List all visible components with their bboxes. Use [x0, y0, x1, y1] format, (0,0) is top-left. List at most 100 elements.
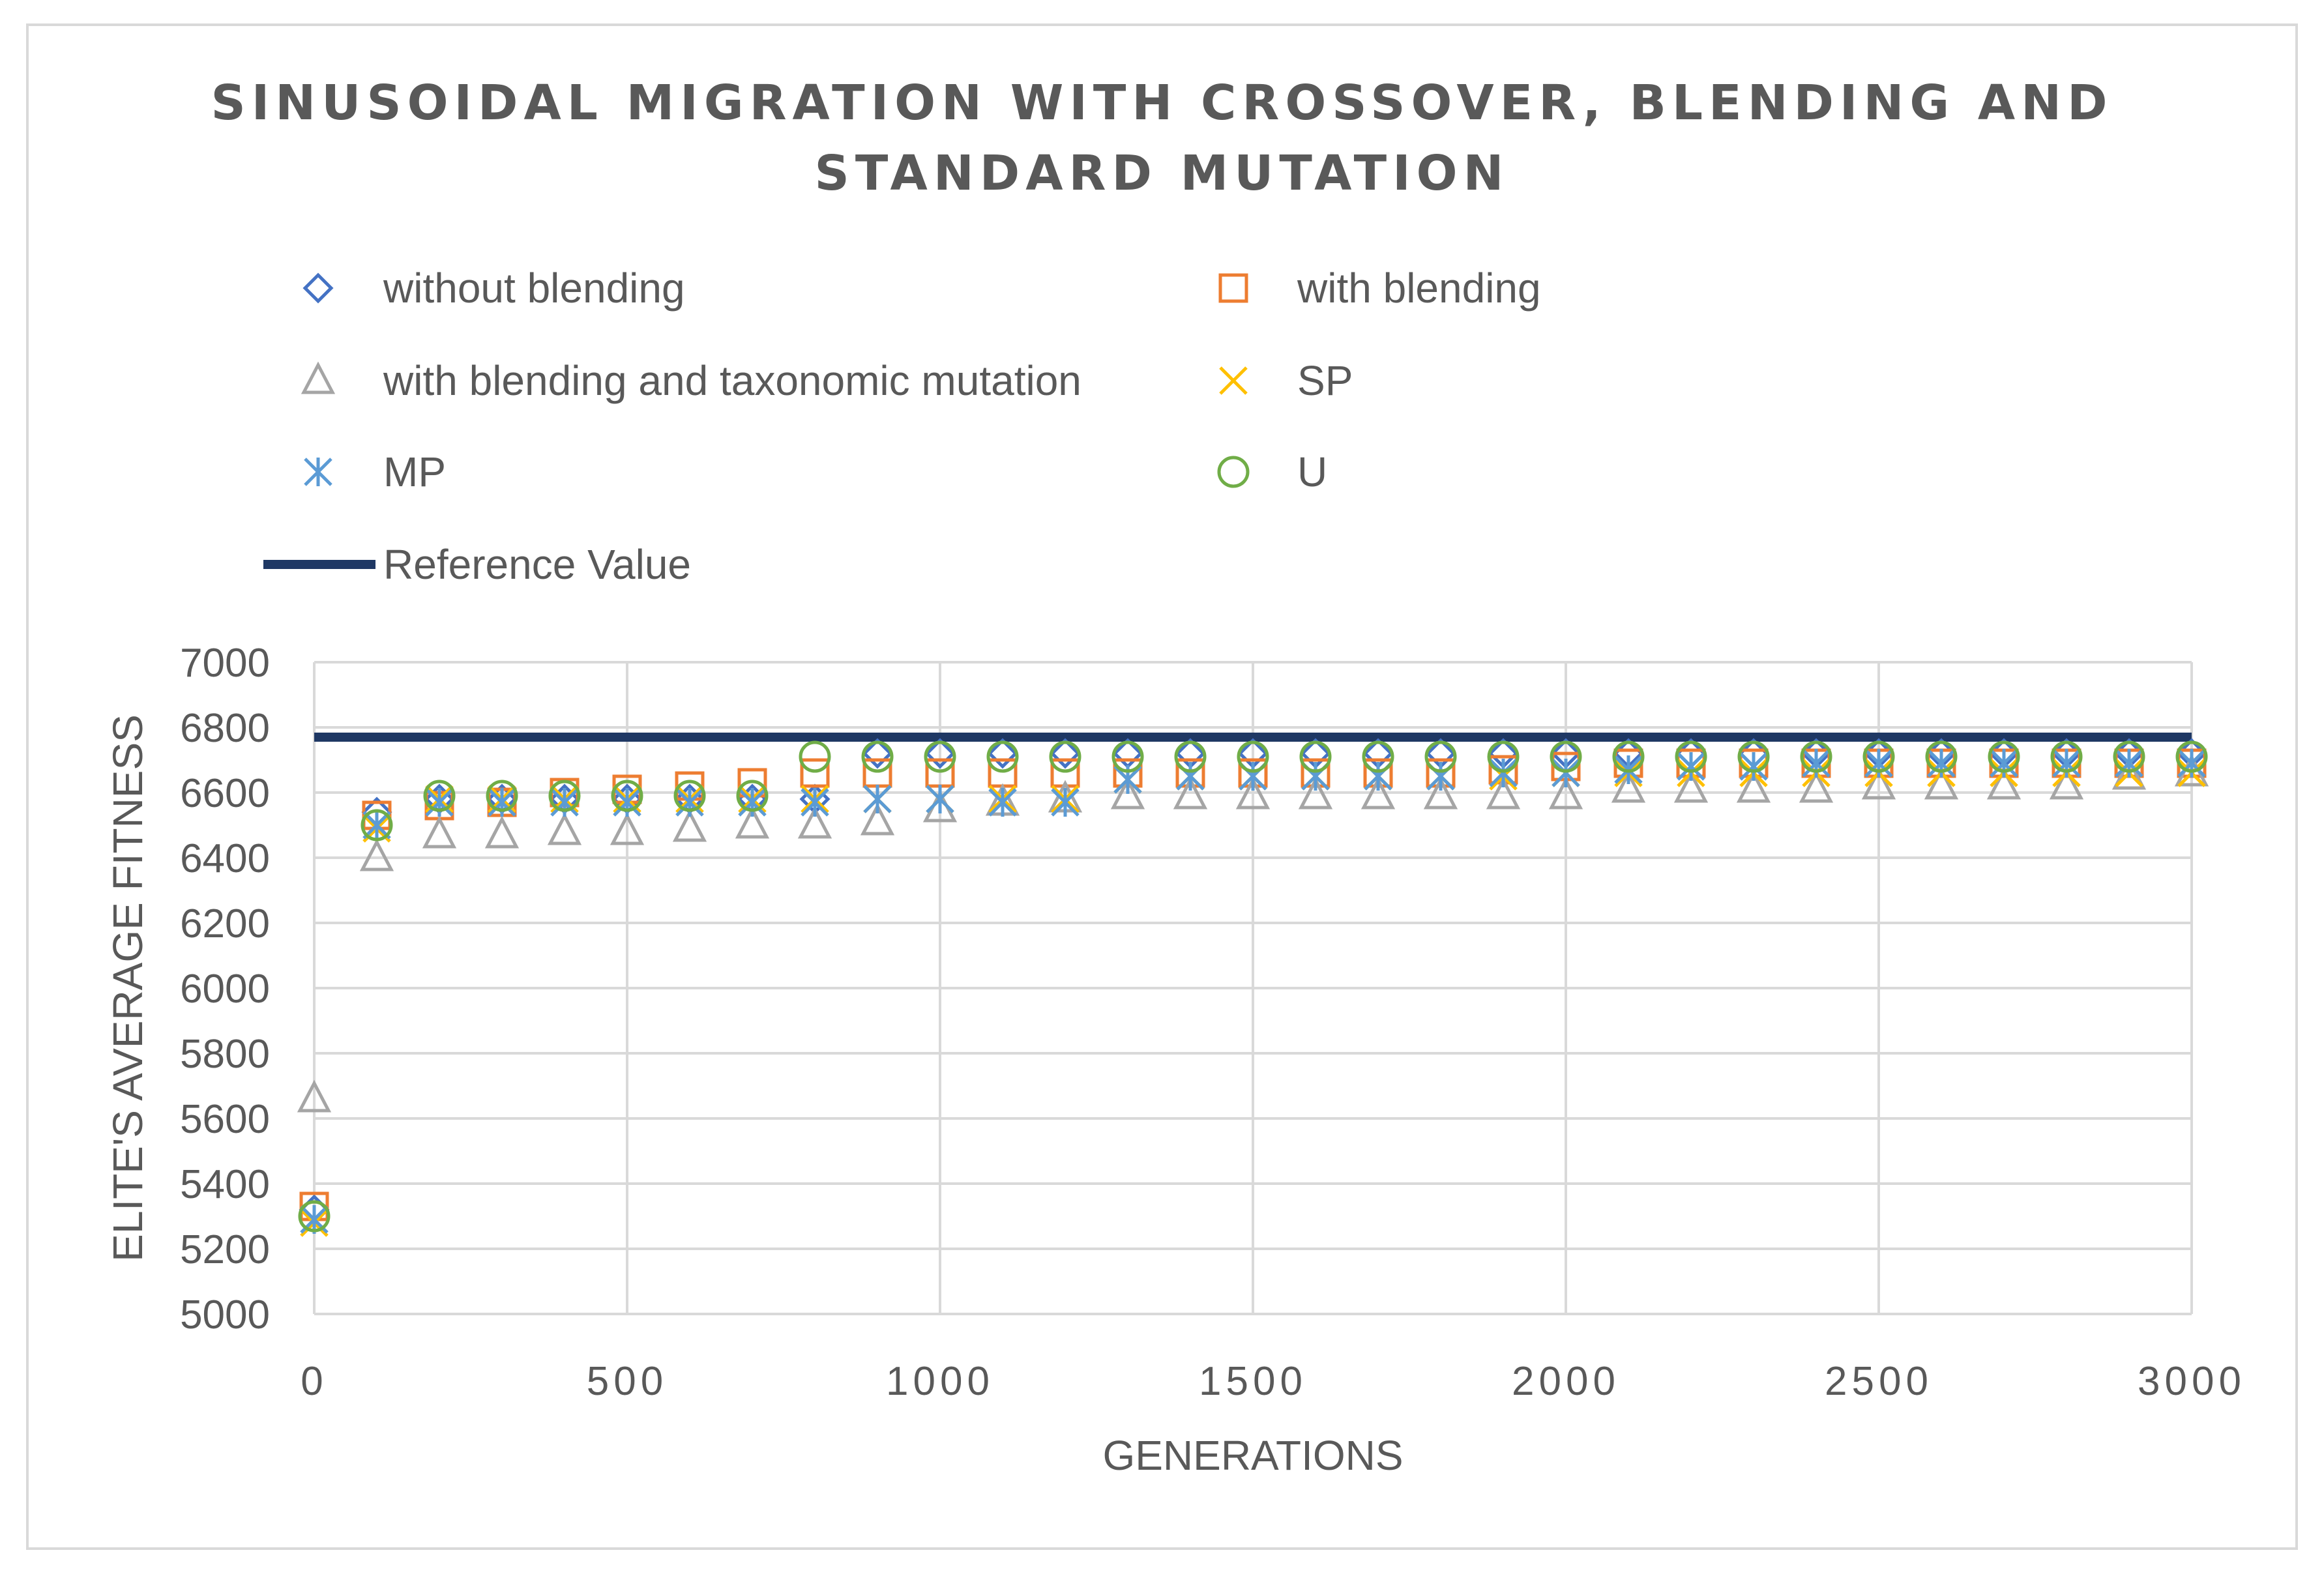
- data-point: [550, 788, 579, 817]
- data-point: [1051, 788, 1080, 817]
- data-point: [1423, 776, 1458, 810]
- data-point: [360, 809, 393, 841]
- data-point: [1298, 776, 1333, 810]
- x-tick-label: 0: [301, 1359, 327, 1404]
- data-point: [1611, 770, 1646, 803]
- data-point: [2052, 749, 2081, 778]
- data-point: [2177, 749, 2206, 778]
- data-point: [611, 780, 643, 812]
- legend-marker: [301, 361, 336, 394]
- data-point: [1050, 738, 1081, 769]
- x-tick-label: 2000: [1512, 1359, 1620, 1404]
- chart-title: SINUSOIDAL MIGRATION WITH CROSSOVER, BLE…: [26, 68, 2298, 209]
- data-point: [2111, 757, 2147, 790]
- data-point: [359, 838, 394, 871]
- data-point: [1799, 770, 1834, 803]
- data-point: [986, 740, 1019, 773]
- points-layer: [297, 738, 2209, 1237]
- legend-label: with blending and taxonomic mutation: [383, 357, 1081, 404]
- data-point: [672, 809, 707, 842]
- y-tick-label: 6800: [180, 706, 270, 751]
- legend-label: with blending: [1297, 265, 1541, 312]
- data-point: [547, 812, 582, 845]
- data-point: [1986, 766, 2022, 800]
- data-point: [613, 788, 641, 817]
- data-point: [1927, 749, 1956, 778]
- y-axis-title: ELITE'S AVERAGE FITNESS: [104, 714, 151, 1262]
- legend-marker: [304, 458, 332, 486]
- legend-label: SP: [1297, 357, 1353, 404]
- data-point: [801, 788, 829, 817]
- data-point: [362, 811, 391, 839]
- data-point: [673, 780, 706, 812]
- data-point: [1800, 740, 1832, 773]
- data-point: [735, 806, 770, 839]
- data-point: [1864, 749, 1893, 778]
- data-point: [298, 1200, 331, 1233]
- y-tick-label: 6000: [180, 967, 270, 1012]
- chart-frame: [26, 23, 2298, 1550]
- legend-label: Reference Value: [383, 541, 691, 588]
- data-point: [1675, 740, 1707, 773]
- y-tick-label: 5000: [180, 1292, 270, 1337]
- legend-item: with blending and taxonomic mutation: [301, 357, 1081, 404]
- data-point: [1299, 740, 1332, 773]
- x-tick-label: 1500: [1199, 1359, 1307, 1404]
- data-point: [988, 788, 1017, 817]
- data-point: [1673, 770, 1709, 803]
- x-tick-label: 1000: [886, 1359, 994, 1404]
- x-tick-label: 2500: [1825, 1359, 1933, 1404]
- y-tick-label: 6600: [180, 771, 270, 816]
- data-point: [1548, 776, 1583, 810]
- data-point: [1362, 740, 1394, 773]
- data-point: [423, 780, 456, 812]
- data-point: [1677, 752, 1705, 781]
- series-triangle: [297, 753, 2209, 1113]
- legend-label: U: [1297, 448, 1327, 495]
- data-point: [862, 758, 892, 788]
- data-point: [1612, 740, 1645, 773]
- data-point: [610, 812, 645, 845]
- legend-item: with blending: [1218, 265, 1541, 312]
- legend-item: MP: [304, 448, 446, 495]
- data-point: [736, 780, 769, 812]
- x-tick-label: 500: [587, 1359, 668, 1404]
- data-point: [675, 788, 704, 817]
- data-point: [797, 806, 832, 839]
- data-point: [2175, 740, 2208, 773]
- data-point: [425, 788, 454, 817]
- y-tick-label: 6200: [180, 901, 270, 946]
- data-point: [1988, 740, 2020, 773]
- data-point: [2113, 740, 2145, 773]
- data-point: [1111, 740, 1144, 773]
- data-point: [1486, 776, 1521, 810]
- legend-item: SP: [1219, 357, 1353, 404]
- legend-item: without blending: [302, 265, 685, 312]
- data-point: [1489, 759, 1518, 787]
- legend-item-reference: Reference Value: [263, 541, 691, 588]
- series-circle: [298, 740, 2208, 1233]
- data-point: [2115, 749, 2143, 778]
- data-point: [924, 738, 956, 769]
- data-point: [1237, 740, 1269, 773]
- legend-marker: [1217, 456, 1250, 488]
- data-point: [297, 1079, 332, 1113]
- y-tick-label: 5200: [180, 1227, 270, 1272]
- data-point: [799, 740, 831, 773]
- y-tick-label: 5800: [180, 1032, 270, 1077]
- data-point: [800, 758, 830, 788]
- data-point: [862, 738, 893, 769]
- data-point: [1552, 759, 1580, 787]
- legend-marker: [1219, 366, 1248, 395]
- legend: without blending with blending with blendi…: [263, 265, 1541, 588]
- y-tick-labels: 5000 5200 5400 5600 5800 6000 6200 6400 6600 6800…: [180, 641, 270, 1337]
- data-point: [924, 740, 956, 773]
- data-point: [1487, 740, 1520, 773]
- data-point: [1424, 740, 1457, 773]
- data-point: [926, 785, 954, 813]
- legend-item: U: [1217, 448, 1327, 495]
- legend-label: MP: [383, 448, 446, 495]
- data-point: [2049, 766, 2084, 800]
- data-point: [987, 738, 1018, 769]
